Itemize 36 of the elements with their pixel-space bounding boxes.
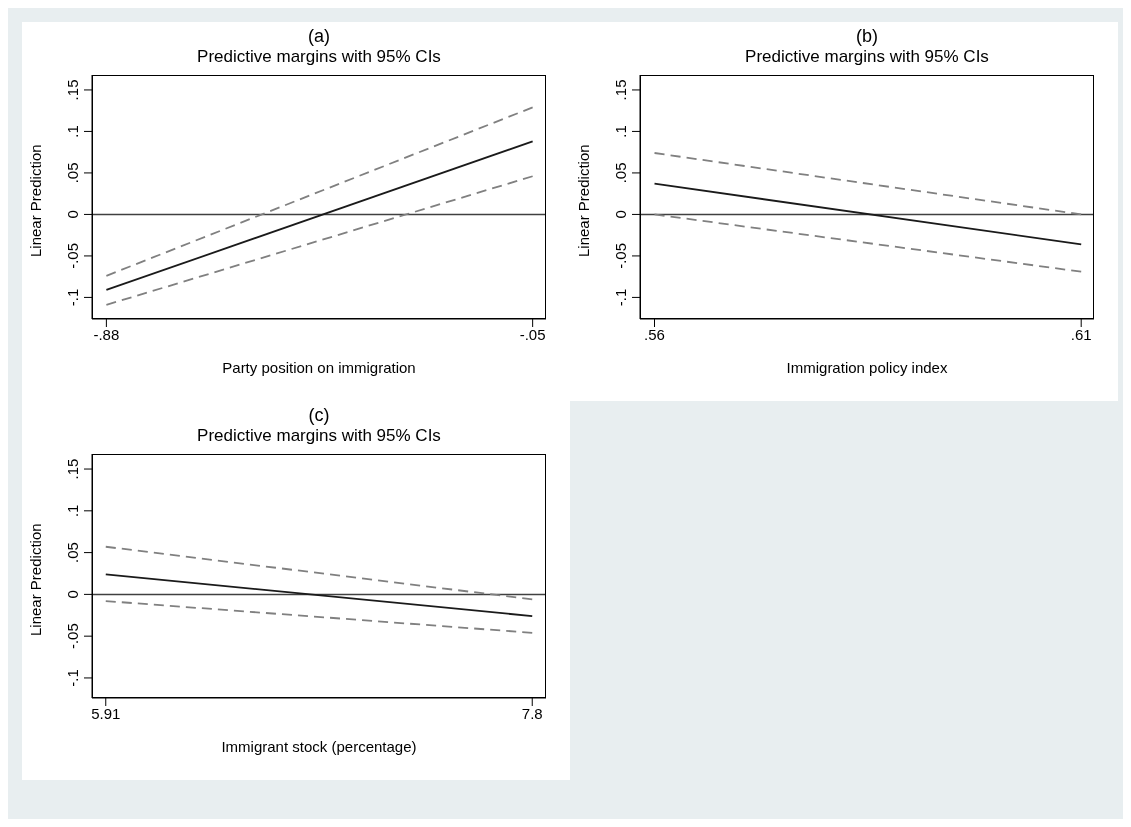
x-tick-label: .56 <box>644 325 665 343</box>
y-tick-label: -.1 <box>612 288 629 307</box>
y-tick-label: 0 <box>64 210 81 219</box>
y-tick-label: -.05 <box>64 623 81 650</box>
y-tick-label: .05 <box>64 542 81 564</box>
y-tick-label: -.1 <box>64 288 81 307</box>
x-tick-label: .61 <box>1070 325 1092 343</box>
y-tick-label: .1 <box>64 125 81 138</box>
y-tick-label: .1 <box>612 125 629 138</box>
y-axis-title: Linear Prediction <box>27 144 45 257</box>
y-axis-title: Linear Prediction <box>27 523 45 636</box>
chart-subtitle: Predictive margins with 95% CIs <box>196 47 442 67</box>
chart-title: (a) <box>307 26 331 47</box>
y-tick-label: 0 <box>612 210 629 219</box>
y-tick-label: -.1 <box>64 669 81 687</box>
y-tick-label: 0 <box>64 590 81 599</box>
y-axis-title: Linear Prediction <box>575 144 593 257</box>
y-tick-label: -.05 <box>612 243 629 269</box>
x-tick-label: -.88 <box>93 325 120 343</box>
y-tick-label: .15 <box>64 458 81 480</box>
y-tick-label: .15 <box>64 79 81 101</box>
x-axis-title: Immigrant stock (percentage) <box>221 738 417 755</box>
chart-title: (c) <box>307 405 331 426</box>
y-tick-label: .1 <box>64 504 81 518</box>
chart-title: (b) <box>855 26 879 47</box>
x-tick-label: 7.8 <box>521 704 543 722</box>
x-tick-label: 5.91 <box>91 704 121 722</box>
chart-subtitle: Predictive margins with 95% CIs <box>744 47 990 67</box>
y-tick-label: .05 <box>612 162 629 184</box>
y-tick-label: .05 <box>64 162 81 184</box>
x-axis-title: Immigration policy index <box>786 359 948 376</box>
x-tick-label: -.05 <box>519 325 546 343</box>
chart-subtitle: Predictive margins with 95% CIs <box>196 426 442 446</box>
y-tick-label: .15 <box>612 79 629 101</box>
x-axis-title: Party position on immigration <box>222 359 416 376</box>
y-tick-label: -.05 <box>64 243 81 269</box>
